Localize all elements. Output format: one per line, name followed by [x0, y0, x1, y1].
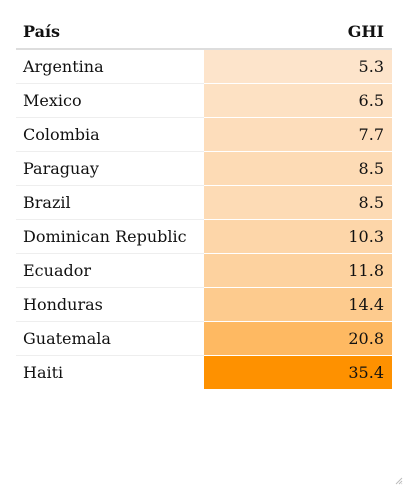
country-cell: Argentina — [16, 49, 204, 84]
country-cell: Ecuador — [16, 253, 204, 288]
table-row: Mexico 6.5 — [16, 83, 392, 118]
table-row: Ecuador 11.8 — [16, 253, 392, 288]
table-row: Haiti 35.4 — [16, 355, 392, 389]
ghi-value-cell: 14.4 — [204, 287, 392, 322]
ghi-value-cell: 35.4 — [204, 355, 392, 389]
ghi-value-cell: 20.8 — [204, 321, 392, 356]
table-body: Argentina 5.3 Mexico 6.5 Colombia 7.7 Paraguay… — [16, 49, 392, 389]
country-cell: Brazil — [16, 185, 204, 220]
table-row: Dominican Republic 10.3 — [16, 219, 392, 254]
ghi-table-container: País GHI Argentina 5.3 Mexico 6.5 Colombia 7.… — [16, 14, 392, 389]
table-row: Argentina 5.3 — [16, 49, 392, 84]
country-cell: Dominican Republic — [16, 219, 204, 254]
table-row: Brazil 8.5 — [16, 185, 392, 220]
ghi-value-cell: 8.5 — [204, 151, 392, 186]
table-header: País GHI — [16, 14, 392, 50]
country-cell: Colombia — [16, 117, 204, 152]
ghi-value-cell: 8.5 — [204, 185, 392, 220]
table-row: Honduras 14.4 — [16, 287, 392, 322]
table-row: Guatemala 20.8 — [16, 321, 392, 356]
country-cell: Honduras — [16, 287, 204, 322]
ghi-value-cell: 5.3 — [204, 49, 392, 84]
ghi-table: País GHI Argentina 5.3 Mexico 6.5 Colombia 7.… — [16, 14, 392, 389]
ghi-value-cell: 6.5 — [204, 83, 392, 118]
column-header-country[interactable]: País — [16, 14, 204, 50]
table-row: Paraguay 8.5 — [16, 151, 392, 186]
country-cell: Guatemala — [16, 321, 204, 356]
ghi-value-cell: 11.8 — [204, 253, 392, 288]
resize-handle-icon[interactable] — [395, 477, 403, 485]
column-header-ghi[interactable]: GHI — [204, 14, 392, 50]
country-cell: Haiti — [23, 363, 64, 382]
ghi-value-cell: 10.3 — [204, 219, 392, 254]
ghi-value-cell: 7.7 — [204, 117, 392, 152]
header-row: País GHI — [16, 14, 392, 50]
country-cell: Paraguay — [16, 151, 204, 186]
country-cell: Mexico — [16, 83, 204, 118]
table-row: Colombia 7.7 — [16, 117, 392, 152]
